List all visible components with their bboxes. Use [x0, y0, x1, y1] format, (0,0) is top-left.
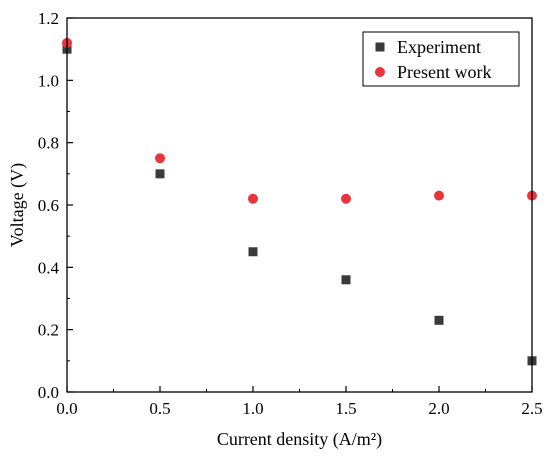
point-present-work: [434, 190, 444, 201]
tick-labels: 0.0 0.5 1.0 1.5 2.0 2.5 0.0 0.2 0.4 0.6 0.8 1.0 1.2: [38, 9, 543, 418]
x-tick-label: 1.5: [335, 399, 356, 418]
y-tick-label: 1.0: [38, 71, 59, 90]
legend-box: [362, 31, 520, 87]
y-tick-label: 0.6: [38, 196, 59, 215]
point-present-work: [248, 193, 258, 204]
legend: Experiment Present work: [362, 31, 520, 87]
y-axis-label: Voltage (V): [7, 163, 28, 247]
x-tick-label: 0.5: [149, 399, 170, 418]
legend-marker-experiment: [375, 42, 385, 52]
x-tick-label: 0.0: [56, 399, 77, 418]
legend-label-present-work: Present work: [397, 62, 491, 82]
legend-label-experiment: Experiment: [397, 37, 481, 57]
point-present-work: [155, 153, 165, 164]
point-experiment: [434, 315, 444, 325]
x-axis-label: Current density (A/m²): [217, 429, 382, 450]
legend-marker-present-work: [375, 67, 385, 77]
y-tick-label: 1.2: [38, 9, 59, 28]
y-tick-label: 0.4: [38, 258, 60, 277]
point-experiment: [248, 247, 258, 257]
plot-area-frame: [66, 17, 533, 393]
y-tick-label: 0.0: [38, 383, 59, 402]
point-present-work: [341, 193, 351, 204]
y-tick-label: 0.2: [38, 321, 59, 340]
data-points: [62, 37, 537, 366]
point-experiment: [155, 169, 165, 179]
y-tick-label: 0.8: [38, 134, 59, 153]
x-tick-label: 2.5: [521, 399, 542, 418]
x-tick-label: 1.0: [242, 399, 263, 418]
point-experiment: [341, 275, 351, 285]
x-tick-label: 2.0: [428, 399, 449, 418]
